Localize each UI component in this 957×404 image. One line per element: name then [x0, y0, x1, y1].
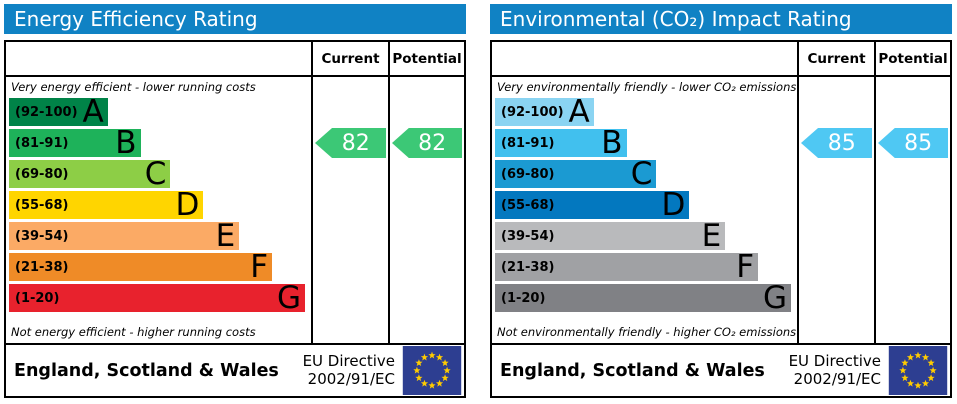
current-column-header: Current — [797, 42, 874, 77]
band-letter: A — [82, 94, 104, 130]
band-letter: G — [276, 280, 301, 316]
eu-directive-label: EU Directive 2002/91/EC — [788, 352, 881, 388]
potential-value-cell: 82 — [388, 77, 464, 343]
current-column-header: Current — [311, 42, 388, 77]
eu-directive-label: EU Directive 2002/91/EC — [302, 352, 395, 388]
caption-bottom: Not energy efficient - higher running co… — [11, 325, 256, 339]
band-letter: F — [250, 249, 269, 285]
rating-table-co2: Current Potential Very environmentally f… — [490, 40, 952, 398]
band-row-B: (81-91) B — [9, 125, 308, 161]
spacer-cell — [6, 42, 311, 77]
band-row-C: (69-80) C — [495, 156, 794, 192]
band-bar-G: (1-20) G — [9, 280, 305, 316]
band-row-E: (39-54) E — [9, 218, 308, 254]
band-letter: B — [115, 125, 137, 161]
band-range-label: (92-100) — [501, 104, 564, 120]
band-row-C: (69-80) C — [9, 156, 308, 192]
band-row-E: (39-54) E — [495, 218, 794, 254]
band-row-G: (1-20) G — [9, 280, 308, 316]
band-bar-C: (69-80) C — [495, 156, 657, 192]
band-letter: C — [144, 156, 167, 192]
band-range-label: (69-80) — [501, 166, 555, 182]
potential-rating-arrow: 82 — [392, 128, 462, 158]
current-rating-value: 82 — [341, 130, 370, 156]
band-letter: E — [701, 218, 722, 254]
potential-rating-value: 85 — [904, 130, 933, 156]
band-bar-D: (55-68) D — [9, 187, 204, 223]
band-bar-B: (81-91) B — [495, 125, 627, 161]
band-row-F: (21-38) F — [9, 249, 308, 285]
bands-area-energy: Very energy efficient - lower running co… — [6, 77, 311, 343]
bands-area-co2: Very environmentally friendly - lower CO… — [492, 77, 797, 343]
potential-rating-value: 82 — [418, 130, 447, 156]
band-row-B: (81-91) B — [495, 125, 794, 161]
band-range-label: (69-80) — [15, 166, 69, 182]
band-range-label: (21-38) — [501, 259, 555, 275]
band-bar-E: (39-54) E — [9, 218, 240, 254]
band-bar-A: (92-100) A — [495, 94, 594, 130]
caption-bottom: Not environmentally friendly - higher CO… — [497, 325, 797, 339]
band-range-label: (39-54) — [15, 228, 69, 244]
band-range-label: (92-100) — [15, 104, 78, 120]
current-rating-value: 85 — [827, 130, 856, 156]
band-bar-D: (55-68) D — [495, 187, 690, 223]
band-range-label: (21-38) — [15, 259, 69, 275]
region-label: England, Scotland & Wales — [14, 360, 279, 381]
band-bar-A: (92-100) A — [9, 94, 108, 130]
caption-top: Very energy efficient - lower running co… — [11, 80, 256, 94]
band-range-label: (39-54) — [501, 228, 555, 244]
band-letter: F — [736, 249, 755, 285]
band-bar-G: (1-20) G — [495, 280, 791, 316]
band-bar-C: (69-80) C — [9, 156, 171, 192]
band-bars: (92-100) A (81-91) B (69-80) C (55-68) D (39-54)… — [495, 94, 794, 316]
eu-flag-icon — [402, 346, 462, 395]
potential-rating-arrow: 85 — [878, 128, 948, 158]
current-rating-arrow: 85 — [801, 128, 872, 158]
band-range-label: (81-91) — [15, 135, 69, 151]
current-value-cell: 82 — [311, 77, 388, 343]
band-bar-B: (81-91) B — [9, 125, 141, 161]
potential-column-header: Potential — [388, 42, 464, 77]
panel-title-energy: Energy Efficiency Rating — [4, 4, 466, 34]
band-range-label: (1-20) — [501, 290, 546, 306]
band-bar-E: (39-54) E — [495, 218, 726, 254]
band-letter: D — [175, 187, 200, 223]
band-row-A: (92-100) A — [9, 94, 308, 130]
rating-table-energy: Current Potential Very energy efficient … — [4, 40, 466, 398]
current-value-cell: 85 — [797, 77, 874, 343]
band-row-G: (1-20) G — [495, 280, 794, 316]
eu-flag-icon — [888, 346, 948, 395]
band-letter: G — [762, 280, 787, 316]
band-row-F: (21-38) F — [495, 249, 794, 285]
footer-co2: England, Scotland & Wales EU Directive 2… — [492, 343, 950, 396]
potential-value-cell: 85 — [874, 77, 950, 343]
band-letter: B — [601, 125, 623, 161]
band-range-label: (1-20) — [15, 290, 60, 306]
panel-title-co2: Environmental (CO₂) Impact Rating — [490, 4, 952, 34]
band-letter: E — [215, 218, 236, 254]
band-letter: D — [661, 187, 686, 223]
panel-energy-efficiency: Energy Efficiency Rating Current Potenti… — [4, 4, 466, 398]
spacer-cell — [492, 42, 797, 77]
footer-energy: England, Scotland & Wales EU Directive 2… — [6, 343, 464, 396]
current-rating-arrow: 82 — [315, 128, 386, 158]
band-range-label: (55-68) — [15, 197, 69, 213]
panel-co2-impact: Environmental (CO₂) Impact Rating Curren… — [490, 4, 952, 398]
region-label: England, Scotland & Wales — [500, 360, 765, 381]
caption-top: Very environmentally friendly - lower CO… — [497, 80, 797, 94]
band-letter: C — [630, 156, 653, 192]
potential-column-header: Potential — [874, 42, 950, 77]
band-bar-F: (21-38) F — [495, 249, 759, 285]
band-bars: (92-100) A (81-91) B (69-80) C (55-68) D (39-54)… — [9, 94, 308, 316]
band-row-A: (92-100) A — [495, 94, 794, 130]
band-range-label: (55-68) — [501, 197, 555, 213]
band-letter: A — [568, 94, 590, 130]
band-bar-F: (21-38) F — [9, 249, 273, 285]
band-range-label: (81-91) — [501, 135, 555, 151]
band-row-D: (55-68) D — [9, 187, 308, 223]
band-row-D: (55-68) D — [495, 187, 794, 223]
